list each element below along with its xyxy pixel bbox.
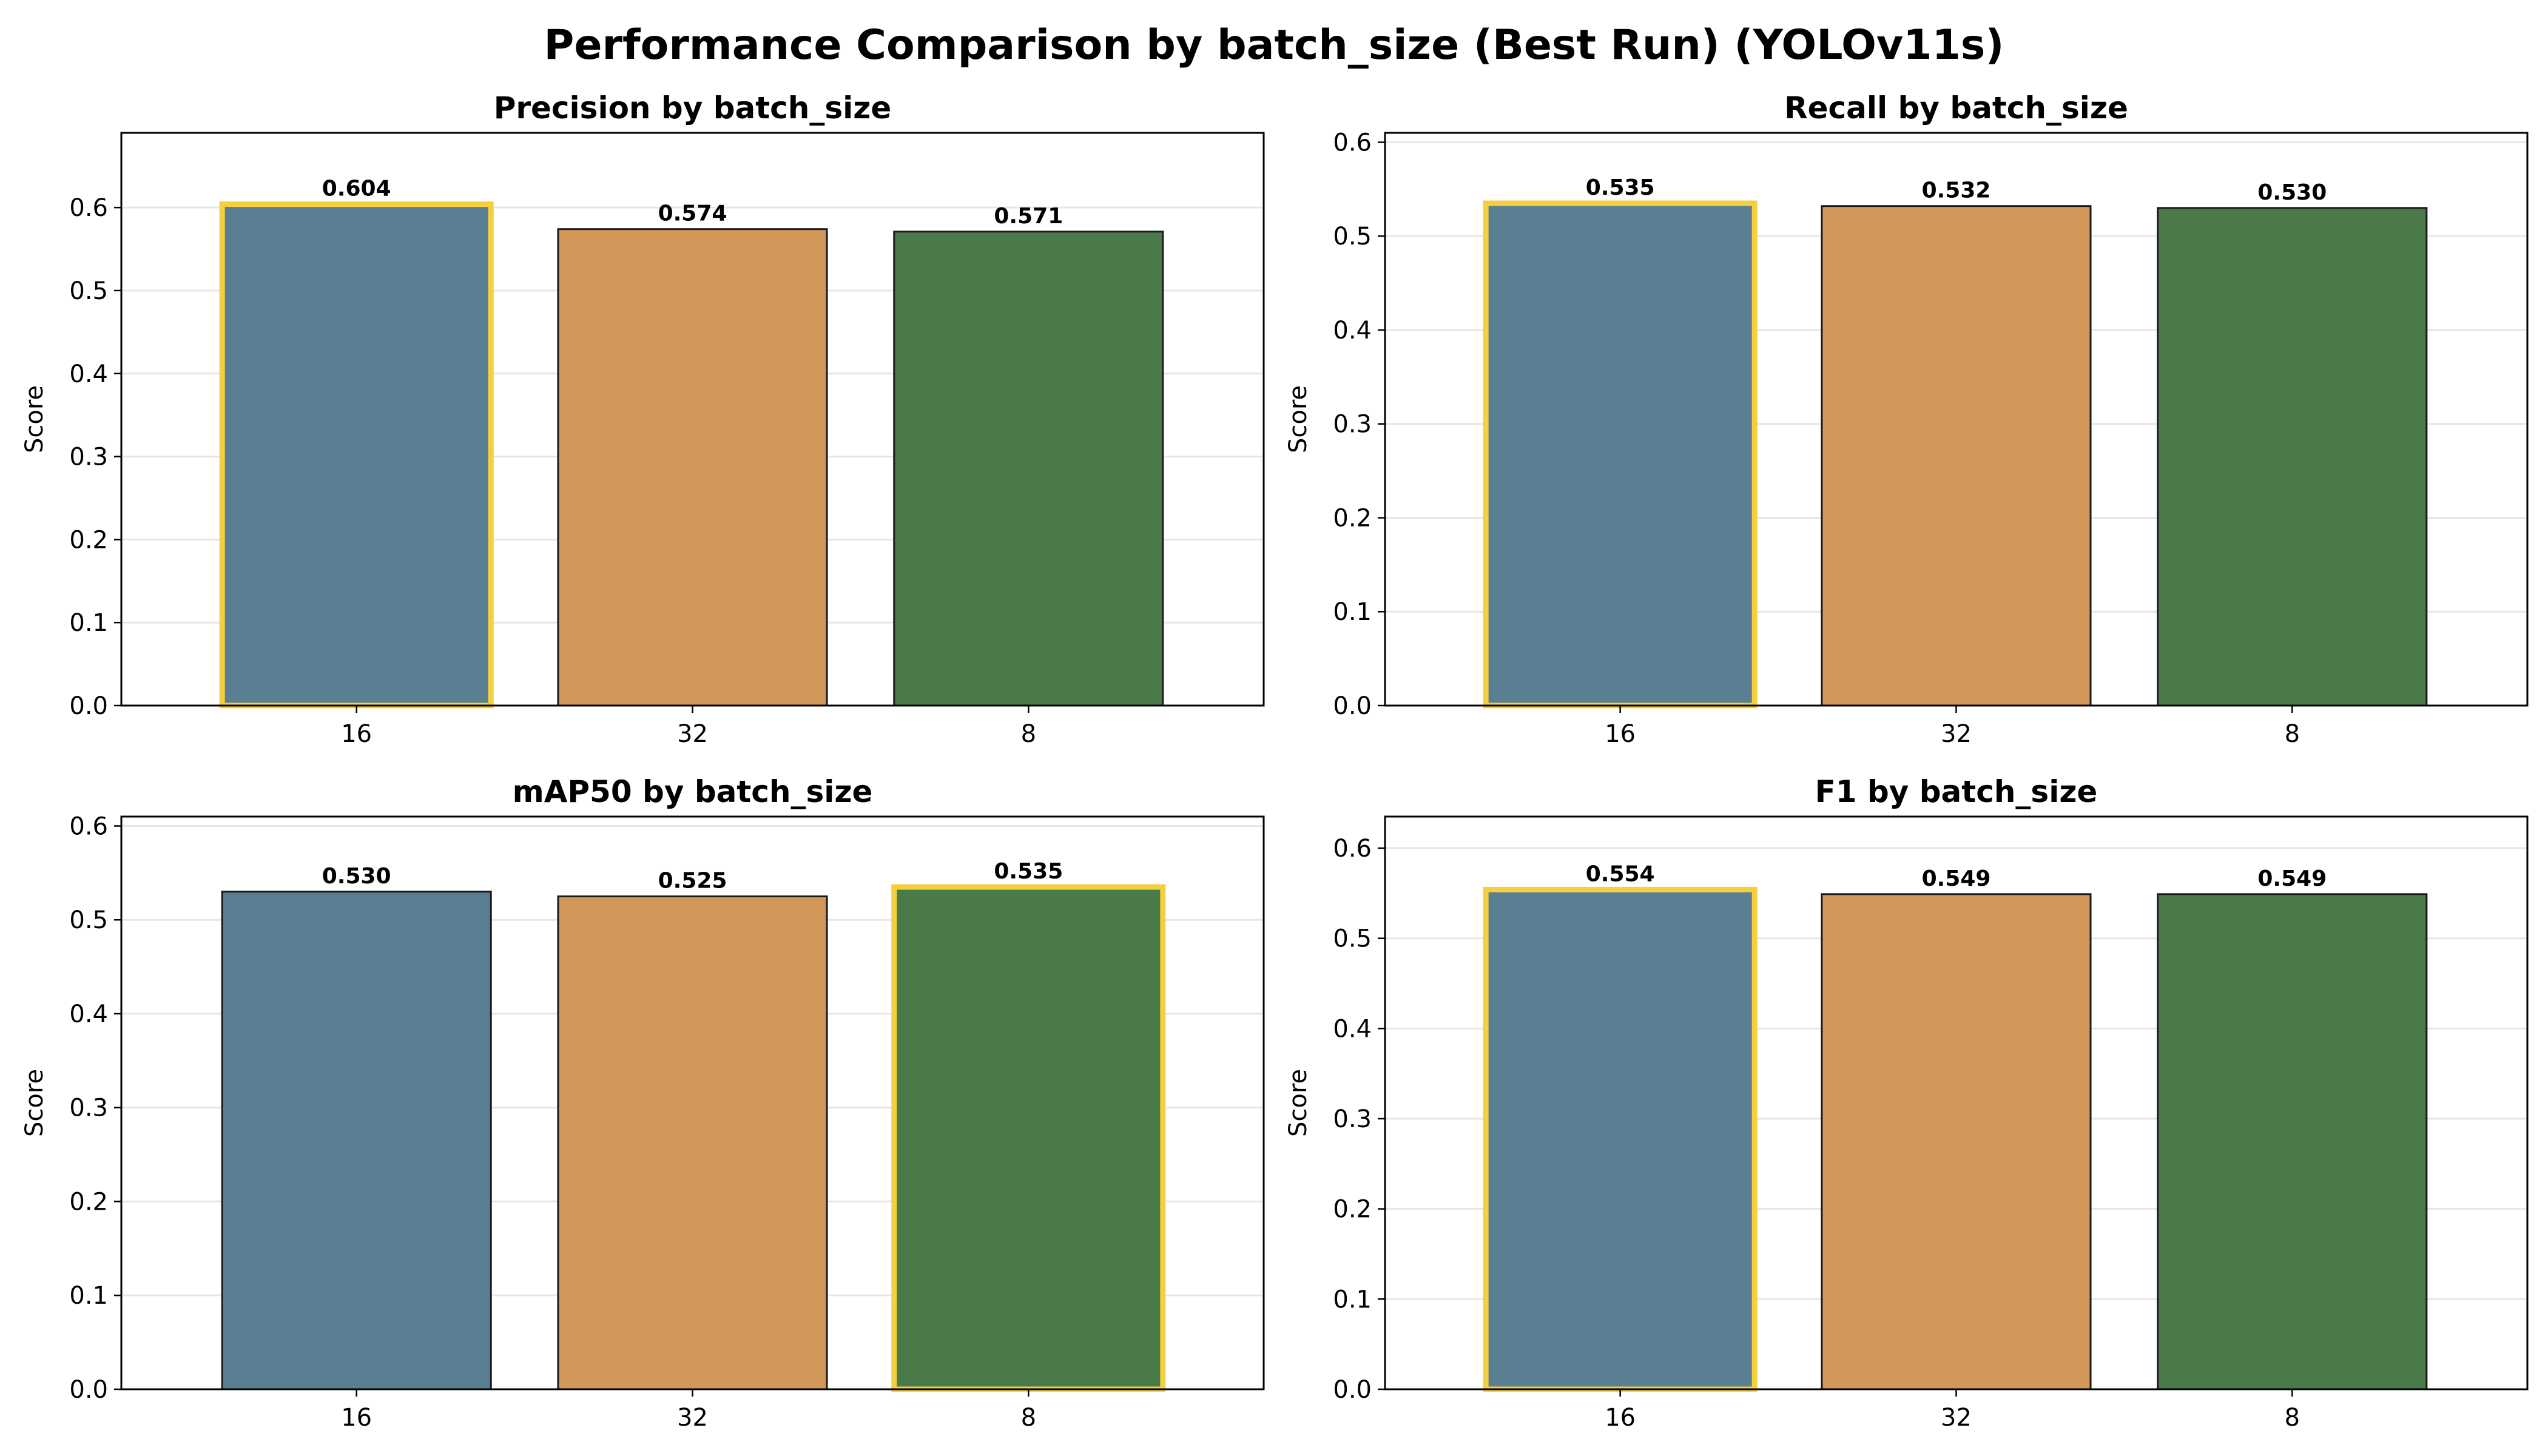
y-tick-label: 0.0	[1333, 1376, 1372, 1404]
x-tick-label: 8	[1021, 1404, 1036, 1432]
chart-panel-4: F1 by batch_size 0.0 0.1 0.2 0.3 0.4 0.5 0.6 Sco…	[1284, 774, 2529, 1432]
y-tick-label: 0.3	[69, 443, 108, 471]
bar-value-label: 0.549	[2257, 866, 2327, 891]
bar-value-label: 0.574	[658, 201, 727, 226]
y-tick-label: 0.0	[69, 692, 108, 720]
panel-title: Recall by batch_size	[1784, 90, 2128, 126]
bar-best	[219, 201, 494, 709]
y-tick-label: 0.4	[1333, 1015, 1372, 1043]
y-tick-label: 0.3	[69, 1094, 108, 1122]
chart-panel-3: mAP50 by batch_size 0.0 0.1 0.2 0.3 0.4 0.5 0.6…	[21, 774, 1265, 1432]
bar	[2157, 207, 2428, 707]
bar-value-label: 0.549	[1922, 866, 1991, 891]
x-tick-label: 8	[2285, 1404, 2300, 1432]
bar-value-label: 0.554	[1586, 861, 1655, 886]
bar-best	[1483, 886, 1758, 1392]
bar-value-label: 0.532	[1922, 178, 1991, 203]
bar-best	[891, 884, 1166, 1392]
x-tick-label: 32	[1941, 1404, 1972, 1432]
bar-value-label: 0.530	[2257, 180, 2327, 205]
bar-value-label: 0.525	[658, 869, 727, 894]
y-axis-label: Score	[1284, 385, 1312, 453]
chart-panel-1: Precision by batch_size 0.0 0.1 0.2 0.3 0.4 0.…	[21, 90, 1265, 748]
x-tick-label: 32	[1941, 720, 1972, 748]
y-axis-label: Score	[21, 1069, 49, 1137]
x-tick-label: 16	[1605, 1404, 1636, 1432]
panel-title: Precision by batch_size	[494, 90, 892, 126]
axes-frame	[1384, 132, 2529, 707]
y-tick-label: 0.4	[69, 1000, 108, 1028]
axes-frame	[120, 815, 1265, 1390]
y-tick-label: 0.1	[1333, 598, 1372, 626]
bar-value-label: 0.604	[322, 177, 391, 201]
y-tick-label: 0.6	[1333, 835, 1372, 863]
y-tick-label: 0.2	[69, 526, 108, 554]
bar-value-label: 0.571	[994, 204, 1063, 229]
bar-value-label: 0.535	[1586, 175, 1655, 200]
x-tick-label: 32	[677, 1404, 708, 1432]
bar	[2157, 893, 2428, 1390]
y-tick-label: 0.1	[69, 609, 108, 637]
y-tick-label: 0.3	[1333, 411, 1372, 439]
y-tick-label: 0.4	[69, 360, 108, 388]
x-tick-label: 16	[341, 1404, 372, 1432]
y-axis-label: Score	[1284, 1069, 1312, 1137]
y-tick-label: 0.5	[69, 906, 108, 934]
bar	[221, 891, 492, 1390]
y-tick-label: 0.0	[1333, 692, 1372, 720]
bar	[893, 231, 1164, 707]
y-tick-label: 0.6	[1333, 129, 1372, 157]
panel-title: mAP50 by batch_size	[513, 774, 873, 809]
x-tick-label: 16	[1605, 720, 1636, 748]
y-tick-label: 0.0	[69, 1376, 108, 1404]
y-tick-label: 0.6	[69, 194, 108, 222]
y-tick-label: 0.2	[1333, 1196, 1372, 1224]
bar-value-label: 0.535	[994, 859, 1063, 884]
y-axis-label: Score	[21, 385, 49, 453]
bar	[1821, 205, 2092, 707]
figure-title: Performance Comparison by batch_size (Be…	[544, 21, 2004, 69]
axes-frame	[120, 132, 1265, 707]
panel-title: F1 by batch_size	[1815, 774, 2098, 809]
x-tick-label: 8	[2285, 720, 2300, 748]
y-tick-label: 0.1	[1333, 1286, 1372, 1313]
y-tick-label: 0.5	[1333, 925, 1372, 953]
bar-best	[1483, 200, 1758, 709]
bar-value-label: 0.530	[322, 864, 391, 889]
panels: Precision by batch_size 0.0 0.1 0.2 0.3 0.4 0.…	[21, 90, 2529, 1432]
x-tick-label: 16	[341, 720, 372, 748]
x-tick-label: 32	[677, 720, 708, 748]
axes-frame	[1384, 815, 2529, 1390]
y-tick-label: 0.2	[1333, 504, 1372, 532]
y-tick-label: 0.1	[69, 1282, 108, 1310]
bar	[557, 895, 828, 1390]
y-tick-label: 0.5	[69, 277, 108, 305]
bar	[1821, 893, 2092, 1390]
y-tick-label: 0.2	[69, 1188, 108, 1216]
y-tick-label: 0.6	[69, 812, 108, 840]
chart-panel-2: Recall by batch_size 0.0 0.1 0.2 0.3 0.4 0.5 0.…	[1284, 90, 2529, 748]
y-tick-label: 0.5	[1333, 223, 1372, 251]
bar	[557, 228, 828, 707]
y-tick-label: 0.4	[1333, 317, 1372, 345]
y-tick-label: 0.3	[1333, 1105, 1372, 1133]
x-tick-label: 8	[1021, 720, 1036, 748]
